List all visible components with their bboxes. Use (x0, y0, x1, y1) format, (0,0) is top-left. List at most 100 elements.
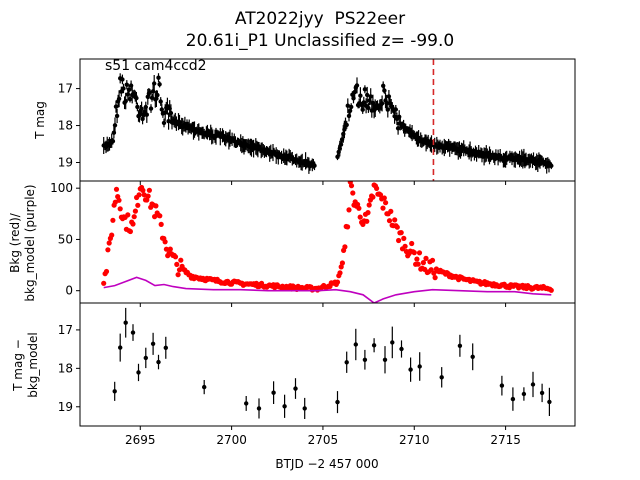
bkg-point (414, 256, 420, 262)
y-tick-label: 0 (65, 284, 73, 298)
bkg-point (125, 212, 131, 218)
data-point (124, 82, 129, 87)
y-tick-label: 17 (58, 323, 73, 337)
data-point (136, 370, 141, 375)
data-point (126, 87, 132, 93)
background-ylabel-line1: Bkg (red)/ (8, 212, 22, 273)
data-point (360, 107, 365, 112)
data-point (119, 89, 124, 94)
bkg-point (365, 210, 371, 216)
bkg-point (162, 239, 168, 245)
data-point (399, 346, 404, 352)
bkg-point (163, 246, 169, 252)
bkg-point (140, 187, 146, 193)
data-point (150, 341, 156, 346)
bkg-point (416, 250, 423, 256)
data-point (135, 104, 140, 110)
data-point (112, 123, 118, 128)
data-point (134, 95, 139, 101)
figure-title-line1: AT2022jyy PS22eer (234, 9, 406, 29)
data-point (113, 104, 119, 109)
y-tick-label: 50 (58, 232, 73, 246)
bkg-point (153, 203, 159, 209)
plot-area (101, 73, 554, 174)
bkg-point (432, 275, 438, 281)
data-point (379, 101, 385, 106)
bkg-point (429, 257, 436, 263)
bkg-point (110, 217, 116, 223)
data-point (470, 354, 475, 359)
data-point (161, 120, 167, 126)
data-point (282, 404, 287, 409)
background-panel: 0 50 100 (50, 180, 576, 307)
bkg-point (388, 208, 394, 214)
data-point (152, 81, 157, 86)
bkg-point (357, 214, 363, 220)
bkg-point (346, 207, 352, 213)
bkg-point (420, 260, 426, 266)
data-point (116, 96, 122, 102)
bkg-point (131, 214, 137, 220)
data-point (358, 93, 363, 98)
bkg-point (136, 192, 142, 198)
data-point (120, 77, 125, 82)
data-point (121, 86, 126, 91)
x-tick-label: 2705 (308, 433, 339, 447)
data-point (439, 375, 444, 380)
data-point (362, 87, 368, 92)
x-axis-ticks: 2695 2700 2705 2710 2715 (125, 433, 521, 447)
bkg-point (431, 270, 437, 276)
data-point (156, 359, 161, 365)
data-point (244, 401, 249, 406)
bkg-point (348, 183, 355, 189)
bkg-point (401, 235, 407, 241)
data-point (344, 122, 349, 128)
data-point (530, 382, 536, 387)
background-ylabel-line2: bkg_model (purple) (23, 184, 37, 301)
bkg-point (386, 218, 393, 224)
x-tick-label: 2695 (125, 433, 156, 447)
data-point (417, 364, 422, 369)
data-point (148, 106, 154, 111)
bkg-point (101, 280, 107, 286)
tmag-ylabel: T mag (33, 101, 47, 140)
bkg-point (109, 232, 115, 238)
data-point (312, 163, 317, 168)
y-tick-label: 19 (58, 156, 73, 170)
data-point (110, 139, 116, 144)
data-point (362, 357, 368, 362)
bkg-point (117, 206, 123, 212)
data-point (256, 406, 262, 411)
bkg-point (146, 187, 152, 193)
data-point (271, 390, 276, 395)
bkg-point (383, 200, 389, 206)
figure-title-line2: 20.61i_P1 Unclassified z= -99.0 (185, 31, 455, 51)
residual-ylabel-line2: bkg_model (26, 332, 40, 398)
bkg-point (105, 247, 111, 253)
bkg-point (394, 224, 400, 230)
data-point (366, 105, 371, 111)
data-point (395, 126, 401, 131)
data-point (139, 106, 144, 112)
data-point (521, 391, 527, 397)
data-point (143, 355, 148, 361)
y-axis-labels: T mag Bkg (red)/ bkg_model (purple) T ma… (8, 101, 47, 398)
y-tick-label: 17 (58, 82, 73, 96)
data-point (157, 82, 162, 87)
data-point (382, 357, 388, 362)
bkg-point (345, 224, 351, 230)
data-point (385, 107, 390, 112)
data-point (539, 390, 545, 396)
y-tick-label: 18 (58, 119, 73, 133)
bkg-point (178, 257, 184, 263)
bkg-point (392, 217, 398, 223)
bkg-point (130, 221, 136, 227)
data-point (166, 119, 171, 124)
data-point (547, 399, 552, 405)
data-point (361, 100, 366, 105)
bkg-point (337, 270, 343, 276)
data-point (112, 389, 117, 394)
bkg-point (423, 255, 429, 261)
data-point (155, 92, 160, 98)
